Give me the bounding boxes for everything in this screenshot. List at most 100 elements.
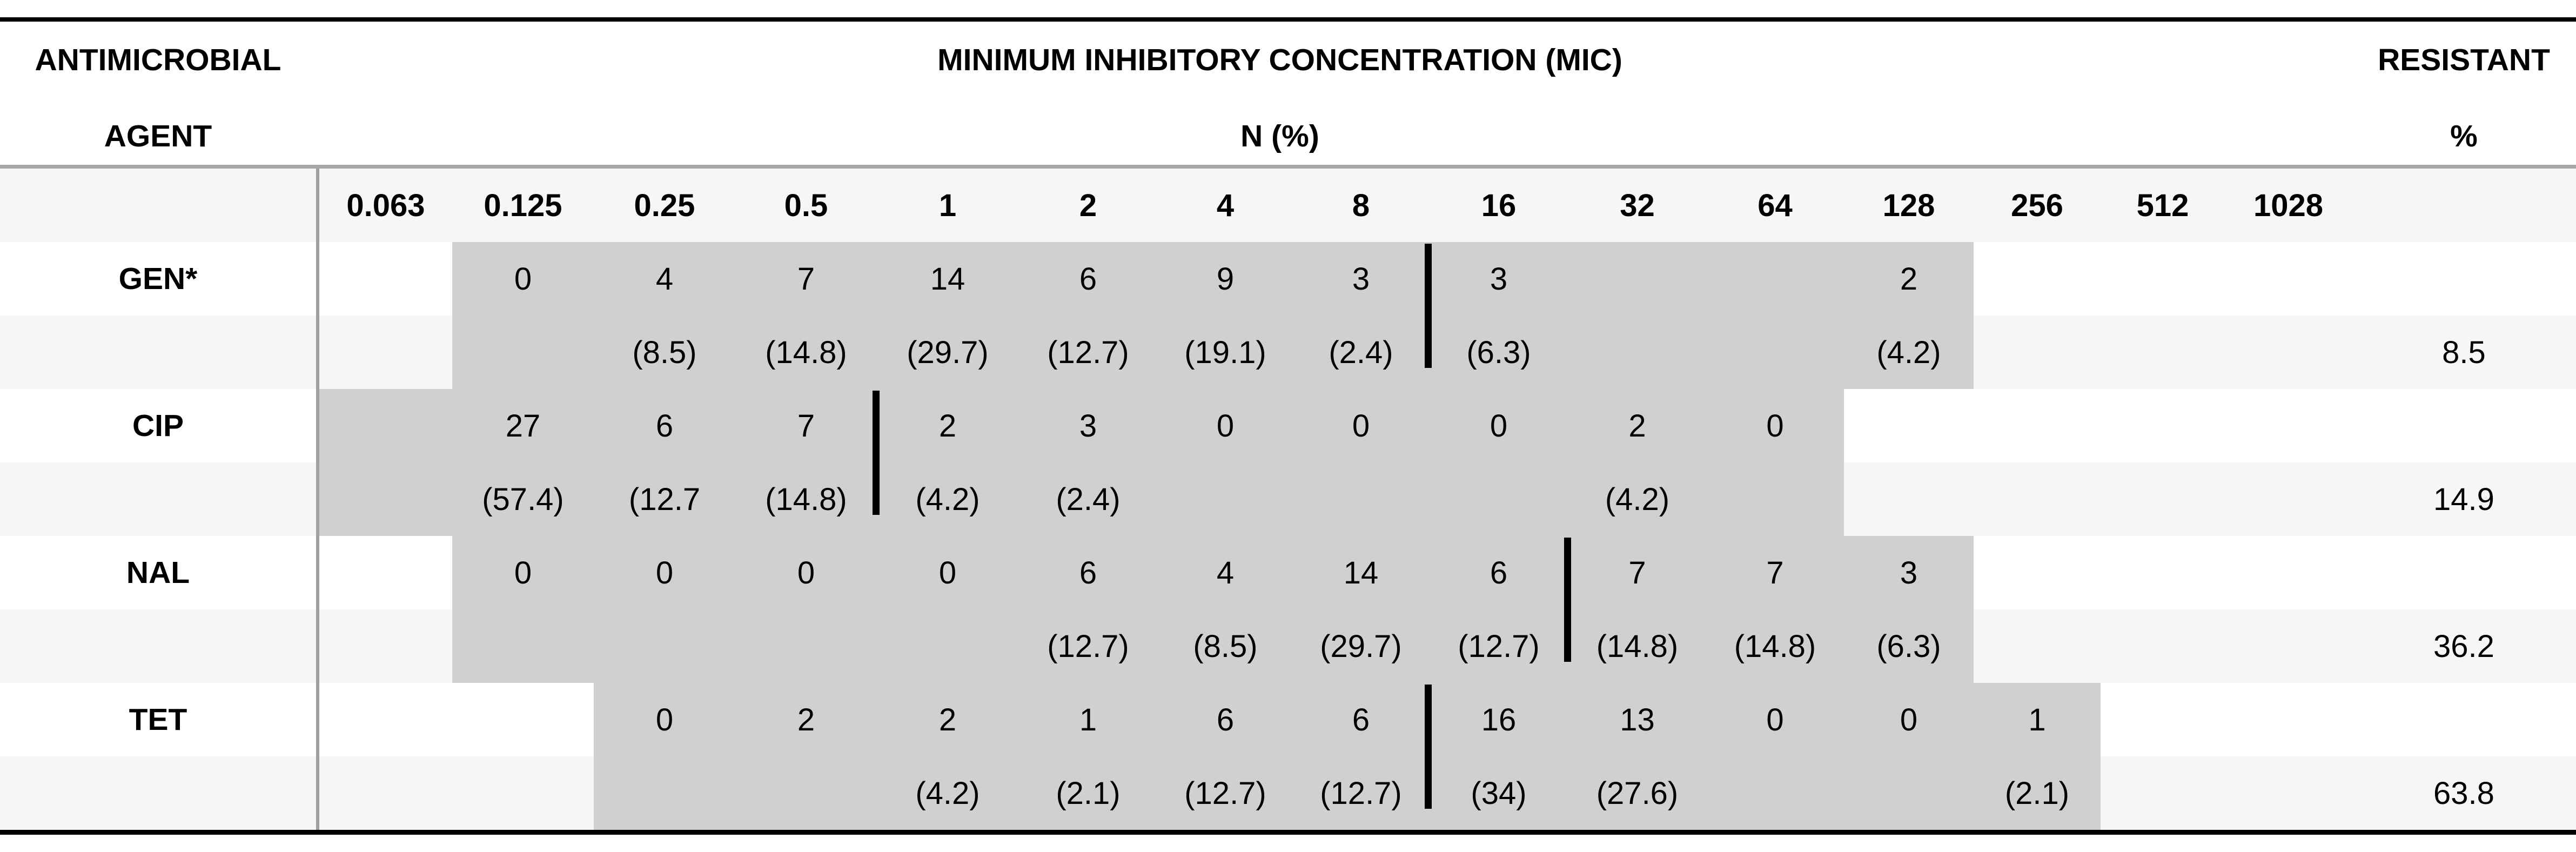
n-cell: 6 bbox=[1293, 683, 1429, 756]
pct-cell bbox=[1568, 316, 1706, 389]
pct-cell: (8.5) bbox=[1158, 609, 1293, 683]
n-cell bbox=[316, 242, 452, 316]
pct-cell bbox=[1293, 462, 1429, 536]
pct-cell: (2.4) bbox=[1293, 316, 1429, 389]
mic-header-label-spacer bbox=[0, 169, 316, 242]
agent-label: TET bbox=[0, 683, 316, 756]
pct-cell bbox=[1158, 462, 1293, 536]
n-cell: 0 bbox=[594, 536, 735, 609]
n-cell bbox=[1706, 242, 1844, 316]
pct-cell: (4.2) bbox=[877, 462, 1018, 536]
agent-label: NAL bbox=[0, 536, 316, 609]
pct-cell: (12.7 bbox=[594, 462, 735, 536]
agent-label: CIP bbox=[0, 389, 316, 462]
mic-column-header: 64 bbox=[1706, 169, 1844, 242]
pct-cell bbox=[877, 609, 1018, 683]
n-cell: 0 bbox=[452, 242, 594, 316]
n-cell: 3 bbox=[1844, 536, 1974, 609]
pct-cell bbox=[2225, 609, 2352, 683]
pct-cell: (14.8) bbox=[1568, 609, 1706, 683]
mic-column-header: 2 bbox=[1018, 169, 1158, 242]
pct-cell bbox=[735, 756, 877, 830]
mic-column-header: 1028 bbox=[2225, 169, 2352, 242]
pct-cell bbox=[1974, 316, 2101, 389]
n-cell bbox=[1974, 536, 2101, 609]
pct-cell bbox=[2101, 462, 2225, 536]
resistant-value: 63.8 bbox=[2352, 756, 2576, 830]
pct-cell: (4.2) bbox=[1568, 462, 1706, 536]
header-resistant: RESISTANT % bbox=[2352, 43, 2576, 153]
pct-cell: (12.7) bbox=[1293, 756, 1429, 830]
header-antimicrobial-line1: ANTIMICROBIAL bbox=[35, 43, 281, 77]
pct-cell bbox=[2101, 609, 2225, 683]
pct-cell: (6.3) bbox=[1429, 316, 1568, 389]
n-cell: 16 bbox=[1425, 683, 1568, 809]
n-cell: 27 bbox=[452, 389, 594, 462]
pct-cell: (4.2) bbox=[1844, 316, 1974, 389]
mic-column-header: 512 bbox=[2101, 169, 2225, 242]
table-bottom-border bbox=[0, 830, 2576, 835]
n-cell: 6 bbox=[1018, 242, 1158, 316]
n-cell: 0 bbox=[594, 683, 735, 756]
header-resistant-line1: RESISTANT bbox=[2378, 43, 2550, 77]
agent-label-spacer bbox=[0, 316, 316, 389]
pct-cell: (57.4) bbox=[452, 462, 594, 536]
n-cell: 2 bbox=[873, 389, 1018, 515]
resistant-n-spacer bbox=[2352, 389, 2576, 462]
pct-cell bbox=[316, 316, 452, 389]
mic-column-header: 4 bbox=[1158, 169, 1293, 242]
table-top-border bbox=[0, 17, 2576, 22]
n-cell bbox=[1974, 389, 2101, 462]
n-cell: 14 bbox=[877, 242, 1018, 316]
n-cell: 2 bbox=[877, 683, 1018, 756]
mic-column-header: 16 bbox=[1429, 169, 1568, 242]
n-cell bbox=[2101, 242, 2225, 316]
breakpoint-bar bbox=[1425, 685, 1432, 809]
mic-column-header: 0.125 bbox=[452, 169, 594, 242]
mic-column-header: 0.5 bbox=[735, 169, 877, 242]
mic-column-header: 32 bbox=[1568, 169, 1706, 242]
pct-cell: (29.7) bbox=[877, 316, 1018, 389]
n-cell: 9 bbox=[1158, 242, 1293, 316]
pct-cell bbox=[2225, 316, 2352, 389]
pct-cell: (6.3) bbox=[1844, 609, 1974, 683]
resistant-header-spacer bbox=[2352, 169, 2576, 242]
n-cell: 6 bbox=[594, 389, 735, 462]
pct-cell bbox=[1974, 609, 2101, 683]
pct-cell: (14.8) bbox=[1706, 609, 1844, 683]
pct-cell bbox=[1706, 316, 1844, 389]
n-cell: 0 bbox=[877, 536, 1018, 609]
pct-cell: (19.1) bbox=[1158, 316, 1293, 389]
n-cell: 0 bbox=[1706, 389, 1844, 462]
pct-cell bbox=[2225, 756, 2352, 830]
pct-cell bbox=[452, 316, 594, 389]
resistant-value: 14.9 bbox=[2352, 462, 2576, 536]
header-divider-rule bbox=[0, 165, 2576, 169]
header-resistant-line2: % bbox=[2450, 119, 2478, 153]
pct-cell: (12.7) bbox=[1158, 756, 1293, 830]
pct-cell bbox=[1429, 462, 1568, 536]
agent-label-spacer bbox=[0, 609, 316, 683]
pct-cell: (29.7) bbox=[1293, 609, 1429, 683]
n-cell: 3 bbox=[1293, 242, 1429, 316]
n-cell: 6 bbox=[1018, 536, 1158, 609]
n-cell: 3 bbox=[1425, 242, 1568, 368]
pct-cell bbox=[452, 756, 594, 830]
n-cell bbox=[2101, 389, 2225, 462]
n-cell: 14 bbox=[1293, 536, 1429, 609]
n-cell bbox=[1844, 389, 1974, 462]
resistant-n-spacer bbox=[2352, 242, 2576, 316]
pct-cell: (2.1) bbox=[1018, 756, 1158, 830]
pct-cell: (12.7) bbox=[1429, 609, 1568, 683]
n-cell: 0 bbox=[452, 536, 594, 609]
pct-cell bbox=[2101, 756, 2225, 830]
resistant-n-spacer bbox=[2352, 683, 2576, 756]
breakpoint-bar bbox=[873, 391, 880, 515]
n-cell: 2 bbox=[1568, 389, 1706, 462]
breakpoint-bar bbox=[1425, 244, 1432, 368]
n-cell bbox=[1568, 242, 1706, 316]
header-mic-line1: MINIMUM INHIBITORY CONCENTRATION (MIC) bbox=[937, 43, 1622, 77]
pct-cell bbox=[2225, 462, 2352, 536]
mic-column-header: 0.063 bbox=[316, 169, 452, 242]
